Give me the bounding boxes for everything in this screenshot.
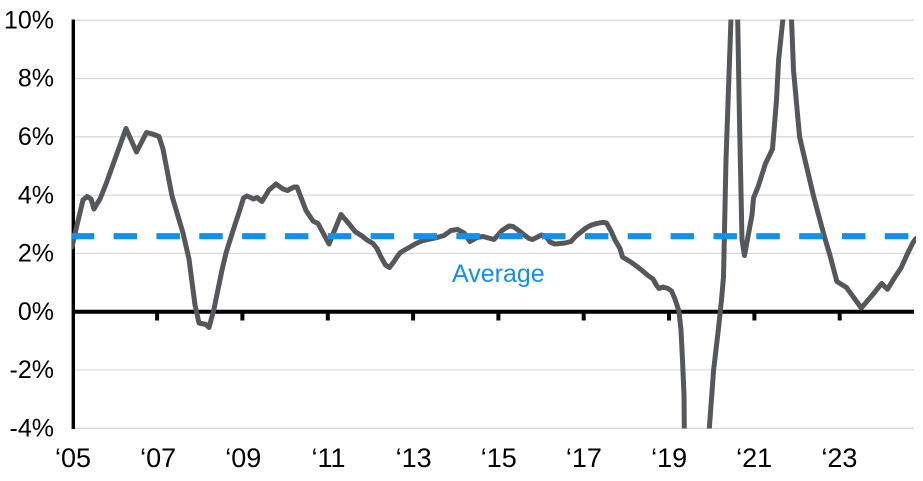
svg-text:‘19: ‘19: [651, 443, 687, 473]
svg-text:‘15: ‘15: [481, 443, 517, 473]
svg-text:‘05: ‘05: [55, 443, 91, 473]
svg-text:6%: 6%: [18, 123, 54, 151]
svg-text:‘21: ‘21: [736, 443, 772, 473]
svg-text:4%: 4%: [18, 181, 54, 209]
svg-text:‘09: ‘09: [225, 443, 261, 473]
svg-text:‘07: ‘07: [140, 443, 176, 473]
svg-text:‘11: ‘11: [311, 443, 345, 473]
svg-text:‘17: ‘17: [566, 443, 602, 473]
svg-text:10%: 10%: [4, 6, 54, 34]
svg-text:-4%: -4%: [10, 415, 54, 443]
svg-text:8%: 8%: [18, 65, 54, 93]
svg-text:Average: Average: [452, 260, 545, 288]
svg-text:‘23: ‘23: [821, 443, 857, 473]
svg-text:0%: 0%: [18, 298, 54, 326]
svg-text:‘13: ‘13: [396, 443, 432, 473]
svg-text:2%: 2%: [18, 240, 54, 268]
svg-text:-2%: -2%: [10, 356, 54, 384]
